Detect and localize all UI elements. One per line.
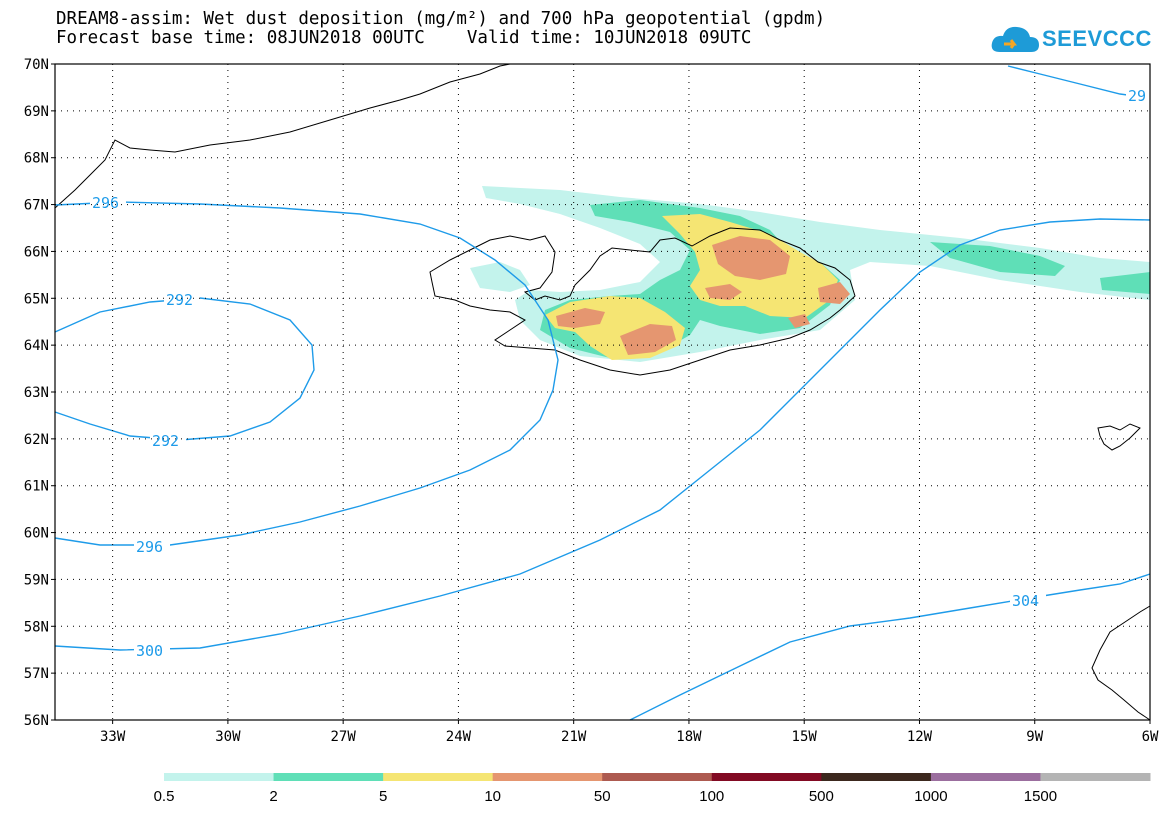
dust-band-light-w — [470, 262, 530, 292]
colorbar-swatch — [383, 773, 494, 781]
lon-tick-label: 30W — [215, 729, 241, 745]
logo-text: SEEVCCC — [1042, 26, 1152, 51]
lon-tick-label: 24W — [446, 729, 472, 745]
latitude-axis: 70N 69N 68N 67N 66N 65N 64N 63N 62N 61N 60N 59N 58N 5… — [24, 57, 55, 729]
contour-296-north — [54, 201, 559, 546]
colorbar-label: 1500 — [1024, 788, 1057, 805]
colorbar-swatch — [602, 773, 713, 781]
colorbar-label: 500 — [809, 788, 834, 805]
dust-patch-green-e — [930, 242, 1065, 276]
lat-tick-label: 64N — [24, 338, 49, 354]
contour-304 — [629, 573, 1151, 721]
greenland-coastline — [54, 63, 511, 209]
lat-tick-label: 69N — [24, 104, 49, 120]
dust-patch-orange-ne — [712, 236, 790, 280]
contour-label: 292 — [166, 291, 193, 309]
contour-label: 292 — [152, 432, 179, 450]
geopotential-contours — [54, 65, 1151, 721]
lat-tick-label: 66N — [24, 244, 49, 260]
title-line-2: Forecast base time: 08JUN2018 00UTC Vali… — [56, 28, 752, 48]
scotland-coastline — [1091, 605, 1151, 721]
dust-patch-orange-sw — [556, 308, 605, 328]
longitude-axis: 33W 30W 27W 24W 21W 18W 15W 12W 9W 6W — [100, 720, 1159, 745]
dust-patch-green-e2 — [1100, 272, 1150, 294]
lon-tick-label: 15W — [792, 729, 818, 745]
colorbar-label: 10 — [484, 788, 501, 805]
colorbar-swatch — [492, 773, 603, 781]
lat-tick-label: 67N — [24, 198, 49, 214]
colorbar: 0.5 2 5 10 50 100 500 1000 1500 — [154, 773, 1151, 805]
lat-tick-label: 62N — [24, 432, 49, 448]
contour-300 — [54, 218, 1151, 651]
contour-label: 29 — [1128, 87, 1146, 105]
logo: SEEVCCC — [990, 22, 1152, 58]
lat-tick-label: 58N — [24, 619, 49, 635]
colorbar-swatch — [930, 773, 1041, 781]
lat-tick-label: 70N — [24, 57, 49, 73]
map-title: DREAM8-assim: Wet dust deposition (mg/m²… — [56, 10, 825, 48]
lon-tick-label: 21W — [561, 729, 587, 745]
colorbar-swatch — [273, 773, 384, 781]
dust-patch-orange-s — [620, 324, 676, 355]
lat-tick-label: 57N — [24, 666, 49, 682]
dust-patch-orange-mid — [705, 284, 742, 300]
dust-deposition-layer — [470, 186, 1150, 362]
lon-tick-label: 6W — [1142, 729, 1159, 745]
contour-label: 304 — [1012, 592, 1039, 610]
lon-tick-label: 18W — [676, 729, 702, 745]
colorbar-label: 100 — [699, 788, 724, 805]
title-line-1: DREAM8-assim: Wet dust deposition (mg/m²… — [56, 9, 826, 29]
iceland-coastline — [429, 227, 856, 376]
colorbar-label: 1000 — [914, 788, 947, 805]
colorbar-swatch — [1040, 773, 1151, 781]
lat-tick-label: 59N — [24, 572, 49, 588]
colorbar-label: 5 — [379, 788, 387, 805]
colorbar-label: 0.5 — [154, 788, 175, 805]
lat-tick-label: 56N — [24, 713, 49, 729]
lon-tick-label: 12W — [907, 729, 933, 745]
lat-tick-label: 60N — [24, 526, 49, 542]
colorbar-label: 2 — [269, 788, 277, 805]
lat-tick-label: 61N — [24, 479, 49, 495]
lon-tick-label: 9W — [1026, 729, 1043, 745]
lat-tick-label: 63N — [24, 385, 49, 401]
lon-tick-label: 27W — [331, 729, 357, 745]
contour-292 — [54, 297, 315, 441]
contour-label: 296 — [136, 538, 163, 556]
lon-tick-label: 33W — [100, 729, 126, 745]
colorbar-swatch — [164, 773, 275, 781]
colorbar-label: 50 — [594, 788, 611, 805]
contour-label: 300 — [136, 642, 163, 660]
colorbar-swatch — [711, 773, 822, 781]
graticule — [55, 64, 1150, 720]
faroe-coastline — [1097, 423, 1141, 451]
lat-tick-label: 68N — [24, 151, 49, 167]
coastlines — [54, 63, 1151, 721]
colorbar-swatch — [821, 773, 932, 781]
dust-patch-orange-se — [788, 314, 810, 328]
contour-labels: 296 292 292 296 300 304 29 — [90, 87, 1150, 660]
lat-tick-label: 65N — [24, 291, 49, 307]
cloud-icon — [991, 26, 1039, 52]
contour-label: 296 — [92, 194, 119, 212]
